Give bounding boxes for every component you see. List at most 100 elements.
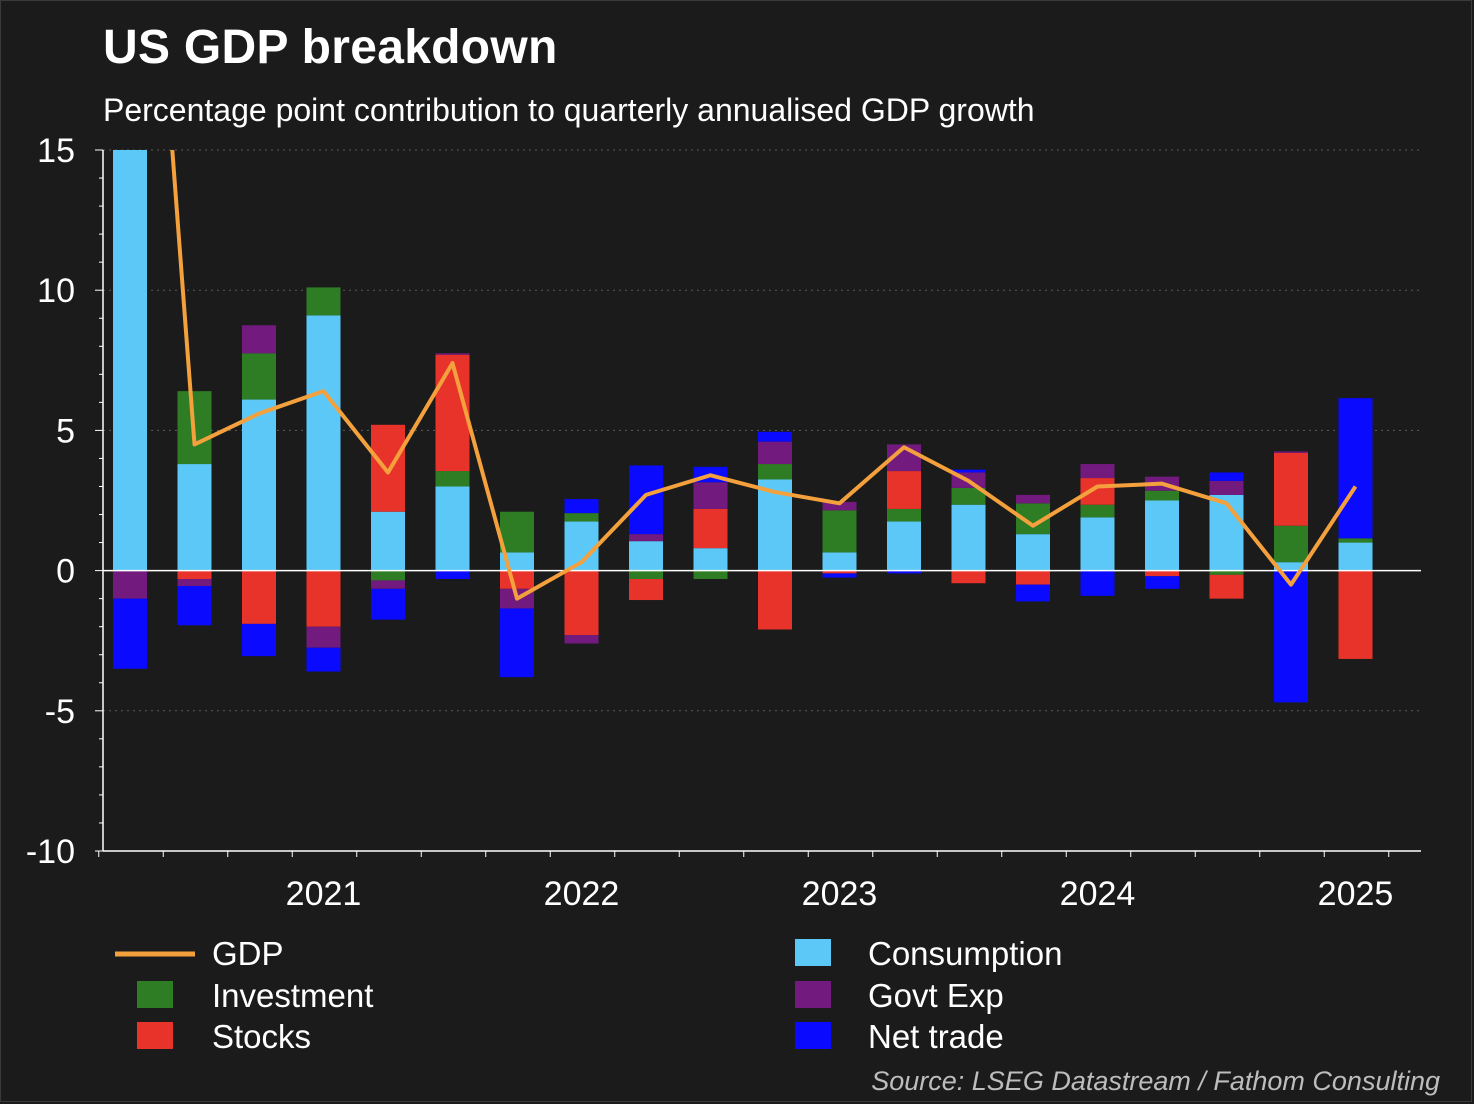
bar-investment-2022Q3 (629, 570, 663, 580)
bar-net_trade-2020Q4 (177, 586, 212, 626)
bar-stocks-2024Q4 (1209, 574, 1244, 599)
bar-net_trade-2021Q4 (435, 570, 470, 580)
legend-label-net-trade: Net trade (868, 1018, 1004, 1055)
x-tick-label: 2025 (1318, 875, 1394, 913)
bar-govt-2021Q3 (371, 580, 405, 589)
bar-govt-2021Q2 (306, 626, 341, 648)
bar-consumption-2021Q2 (306, 315, 341, 571)
chart-subtitle: Percentage point contribution to quarter… (103, 92, 1035, 128)
bar-stocks-2022Q3 (629, 579, 663, 601)
bar-govt-2020Q3 (113, 570, 147, 599)
bar-investment-2024Q4 (1209, 570, 1244, 575)
bar-investment-2023Q3 (887, 508, 921, 522)
x-tick-label: 2024 (1060, 875, 1136, 913)
bar-net_trade-2024Q2 (1080, 570, 1115, 596)
bar-consumption-2025Q2 (1338, 542, 1373, 571)
bar-stocks-2023Q3 (887, 471, 921, 509)
legend-swatch-govt-exp (795, 981, 831, 1008)
bar-govt-2021Q1 (242, 325, 276, 354)
y-tick-label: 5 (56, 412, 75, 450)
bar-investment-2021Q1 (242, 353, 276, 400)
legend-label-gdp: GDP (212, 935, 284, 972)
y-tick-label: -10 (26, 833, 75, 871)
legend-swatch-net-trade (795, 1022, 831, 1049)
bar-investment-2023Q4 (951, 487, 986, 505)
bar-net_trade-2024Q4 (1209, 472, 1244, 481)
bars (113, 150, 1373, 703)
bar-net_trade-2020Q3 (113, 598, 147, 669)
bar-investment-2022Q4 (693, 570, 728, 580)
source-note: Source: LSEG Datastream / Fathom Consult… (871, 1066, 1440, 1096)
legend-label-govt-exp: Govt Exp (868, 977, 1004, 1014)
bar-stocks-2022Q1 (500, 570, 534, 589)
bar-investment-2024Q2 (1080, 504, 1115, 518)
gdp-line (170, 150, 1358, 601)
bar-net_trade-2023Q1 (758, 431, 792, 442)
bar-govt-2021Q4 (435, 353, 470, 355)
bar-govt-2023Q1 (758, 441, 792, 465)
bar-govt-2024Q1 (1016, 494, 1050, 504)
bar-govt-2023Q2 (822, 501, 857, 511)
bar-net_trade-2022Q3 (629, 465, 663, 535)
bar-stocks-2025Q1 (1274, 452, 1308, 526)
bar-investment-2022Q2 (564, 513, 599, 522)
bar-net_trade-2024Q1 (1016, 584, 1050, 602)
bar-investment-2025Q2 (1338, 538, 1373, 543)
bar-consumption-2021Q4 (435, 486, 470, 571)
bar-govt-2022Q3 (629, 534, 663, 542)
bar-investment-2021Q2 (306, 287, 341, 316)
bar-stocks-2022Q2 (564, 570, 599, 636)
bar-stocks-2021Q3 (371, 424, 405, 512)
bar-stocks-2023Q2 (822, 570, 857, 574)
bar-investment-2023Q2 (822, 510, 857, 553)
bar-stocks-2025Q2 (1338, 570, 1373, 659)
bar-net_trade-2021Q3 (371, 588, 405, 620)
bar-stocks-2020Q4 (177, 570, 212, 580)
bar-consumption-2020Q3 (113, 150, 147, 571)
bar-net_trade-2023Q4 (951, 469, 986, 473)
bar-consumption-2021Q3 (371, 511, 405, 571)
bar-consumption-2020Q4 (177, 464, 212, 571)
y-tick-label: 15 (37, 132, 75, 170)
legend-swatch-consumption (795, 939, 831, 966)
legend-label-stocks: Stocks (212, 1018, 312, 1055)
bar-net_trade-2025Q1 (1274, 570, 1308, 703)
bar-net_trade-2021Q1 (242, 623, 276, 657)
y-tick-label: 10 (37, 272, 75, 310)
x-tick-label: 2021 (286, 875, 362, 913)
bar-net_trade-2025Q2 (1338, 398, 1373, 539)
bar-stocks-2023Q4 (951, 570, 986, 584)
bar-consumption-2024Q1 (1016, 534, 1050, 571)
bar-consumption-2025Q1 (1274, 562, 1308, 571)
bar-stocks-2022Q4 (693, 508, 728, 549)
bar-stocks-2021Q4 (435, 354, 470, 472)
bar-consumption-2022Q3 (629, 541, 663, 571)
legend-label-investment: Investment (212, 977, 374, 1014)
bar-stocks-2021Q1 (242, 570, 276, 624)
bar-consumption-2021Q1 (242, 399, 276, 571)
bar-consumption-2024Q4 (1209, 494, 1244, 571)
chart-title: US GDP breakdown (103, 21, 558, 74)
bar-net_trade-2022Q1 (500, 608, 534, 678)
y-tick-label: 0 (56, 553, 75, 591)
bar-stocks-2024Q3 (1145, 570, 1179, 577)
bar-govt-2022Q2 (564, 635, 599, 644)
bar-consumption-2023Q3 (887, 521, 921, 571)
bar-net_trade-2023Q3 (887, 570, 921, 574)
bar-govt-2024Q2 (1080, 464, 1115, 479)
bar-govt-2025Q1 (1274, 451, 1308, 453)
bar-net_trade-2022Q2 (564, 499, 599, 514)
x-tick-label: 2022 (544, 875, 620, 913)
legend-gdp-line (115, 951, 195, 957)
bar-govt-2024Q4 (1209, 480, 1244, 495)
x-tick-label: 2023 (802, 875, 878, 913)
bar-investment-2025Q1 (1274, 525, 1308, 563)
bar-stocks-2021Q2 (306, 570, 341, 627)
y-tick-label: -5 (45, 693, 75, 731)
bar-consumption-2022Q4 (693, 548, 728, 571)
bar-investment-2021Q4 (435, 471, 470, 487)
bar-investment-2021Q3 (371, 570, 405, 581)
bar-net_trade-2024Q3 (1145, 576, 1179, 589)
bar-investment-2023Q1 (758, 464, 792, 480)
